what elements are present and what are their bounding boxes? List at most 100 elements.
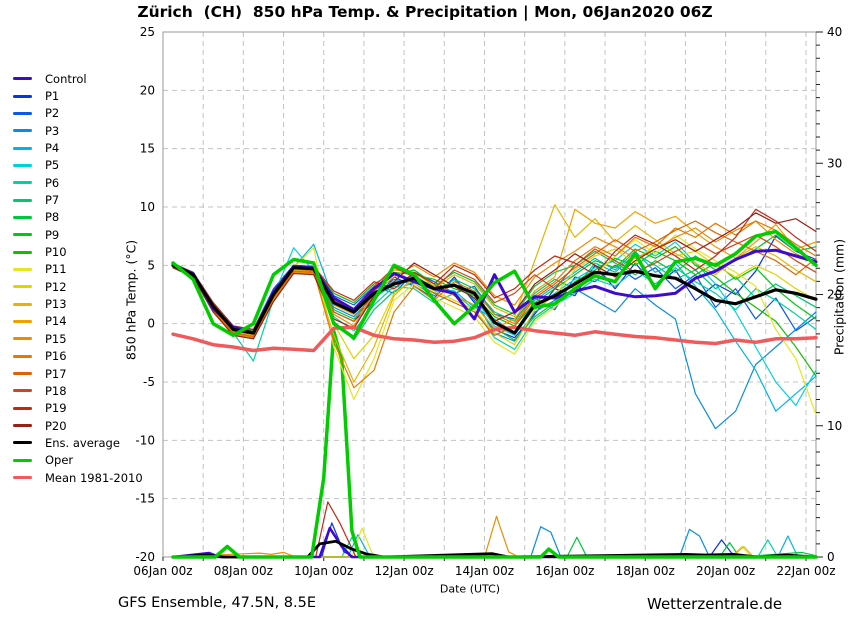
legend-item-p17: P17 [13, 365, 143, 382]
legend-label: P15 [45, 331, 67, 346]
legend-swatch [13, 458, 32, 462]
model-info-caption: GFS Ensemble, 47.5N, 8.5E [118, 595, 317, 611]
y-left-tick-label: 0 [147, 317, 155, 331]
series-temp-ens-average [171, 263, 818, 335]
x-tick-label: 06Jan 00z [133, 564, 192, 578]
legend-label: Ens. average [45, 435, 120, 450]
legend-label: P20 [45, 418, 67, 433]
legend-label: P5 [45, 158, 60, 173]
x-tick-label: 18Jan 00z [616, 564, 675, 578]
legend-item-p8: P8 [13, 209, 143, 226]
legend-swatch [13, 233, 32, 237]
legend-item-control: Control [13, 70, 143, 87]
y-right-tick-label: 30 [827, 156, 842, 170]
x-tick-label: 12Jan 00z [375, 564, 434, 578]
legend-label: P10 [45, 245, 67, 260]
legend-swatch [13, 163, 32, 167]
x-tick-label: 10Jan 00z [294, 564, 353, 578]
legend-swatch [13, 302, 32, 306]
y-left-tick-label: 15 [140, 142, 155, 156]
legend-swatch [13, 129, 32, 133]
series-precip-p15 [172, 515, 817, 558]
series-temp-p13 [172, 204, 817, 383]
legend-swatch [13, 337, 32, 341]
legend-swatch [13, 441, 32, 445]
series-temp-p5 [172, 241, 817, 406]
legend-swatch [13, 94, 32, 98]
series-temp-p17 [172, 220, 817, 338]
legend-label: P2 [45, 106, 60, 121]
legend-swatch [13, 111, 32, 115]
legend-swatch [13, 424, 32, 428]
legend-item-p1: P1 [13, 87, 143, 104]
legend-item-p18: P18 [13, 382, 143, 399]
series-temp-mean-1981-2010 [171, 325, 818, 353]
legend-label: P3 [45, 123, 60, 138]
y-left-tick-label: -15 [135, 492, 155, 506]
legend-label: P9 [45, 227, 60, 242]
legend-item-p6: P6 [13, 174, 143, 191]
legend-label: P8 [45, 210, 60, 225]
x-tick-label: 14Jan 00z [455, 564, 514, 578]
legend-swatch [13, 354, 32, 358]
legend-item-p13: P13 [13, 295, 143, 312]
plot-frame [162, 31, 817, 558]
legend-swatch [13, 77, 32, 81]
legend-item-p20: P20 [13, 417, 143, 434]
legend-item-p4: P4 [13, 139, 143, 156]
legend-swatch [13, 406, 32, 410]
legend-item-p5: P5 [13, 157, 143, 174]
series-temp-p15 [172, 220, 817, 339]
legend-item-p3: P3 [13, 122, 143, 139]
legend-label: P14 [45, 314, 67, 329]
legend-item-p14: P14 [13, 313, 143, 330]
x-tick-label: 20Jan 00z [696, 564, 755, 578]
legend-item-p2: P2 [13, 105, 143, 122]
legend-swatch [13, 285, 32, 289]
legend-label: P16 [45, 349, 67, 364]
legend-swatch [13, 389, 32, 393]
series-precip-p19 [172, 501, 817, 558]
y-left-tick-label: 10 [140, 200, 155, 214]
legend-swatch [13, 146, 32, 150]
legend-label: Oper [45, 453, 74, 468]
x-axis-label: Date (UTC) [439, 582, 501, 596]
legend-swatch [13, 198, 32, 202]
y-right-tick-label: 0 [827, 550, 835, 564]
legend-label: P12 [45, 279, 67, 294]
legend-label: P11 [45, 262, 67, 277]
legend-item-p9: P9 [13, 226, 143, 243]
legend-item-p7: P7 [13, 191, 143, 208]
legend-swatch [13, 372, 32, 376]
legend-swatch [13, 267, 32, 271]
y-right-tick-label: 20 [827, 288, 842, 302]
series-precip-p1 [172, 522, 817, 558]
legend-label: P1 [45, 89, 60, 104]
y-left-tick-label: 5 [147, 258, 155, 272]
y-right-tick-label: 10 [827, 419, 842, 433]
legend-label: P18 [45, 383, 67, 398]
site-credit: Wetterzentrale.de [647, 595, 783, 613]
y-left-tick-label: -5 [143, 375, 155, 389]
legend-item-p15: P15 [13, 330, 143, 347]
legend-label: P4 [45, 141, 60, 156]
legend-item-ens-average: Ens. average [13, 434, 143, 451]
legend-swatch [13, 476, 32, 480]
legend-label: P7 [45, 193, 60, 208]
x-tick-label: 08Jan 00z [214, 564, 273, 578]
y-left-tick-label: -20 [135, 550, 155, 564]
legend-item-p19: P19 [13, 400, 143, 417]
legend-swatch [13, 181, 32, 185]
legend-label: P13 [45, 297, 67, 312]
legend-item-mean-1981-2010: Mean 1981-2010 [13, 469, 143, 486]
legend-swatch [13, 319, 32, 323]
legend-item-p10: P10 [13, 243, 143, 260]
legend-label: Control [45, 71, 87, 86]
series-temp-oper [171, 229, 818, 340]
legend: Control P1 P2 P3 P4 P5 P6 P7 P8 P9 P10 P11 P12 P13 P14… [13, 70, 143, 486]
y-left-tick-label: 20 [140, 83, 155, 97]
x-tick-label: 22Jan 00z [776, 564, 835, 578]
legend-label: P17 [45, 366, 67, 381]
legend-label: Mean 1981-2010 [45, 470, 143, 485]
